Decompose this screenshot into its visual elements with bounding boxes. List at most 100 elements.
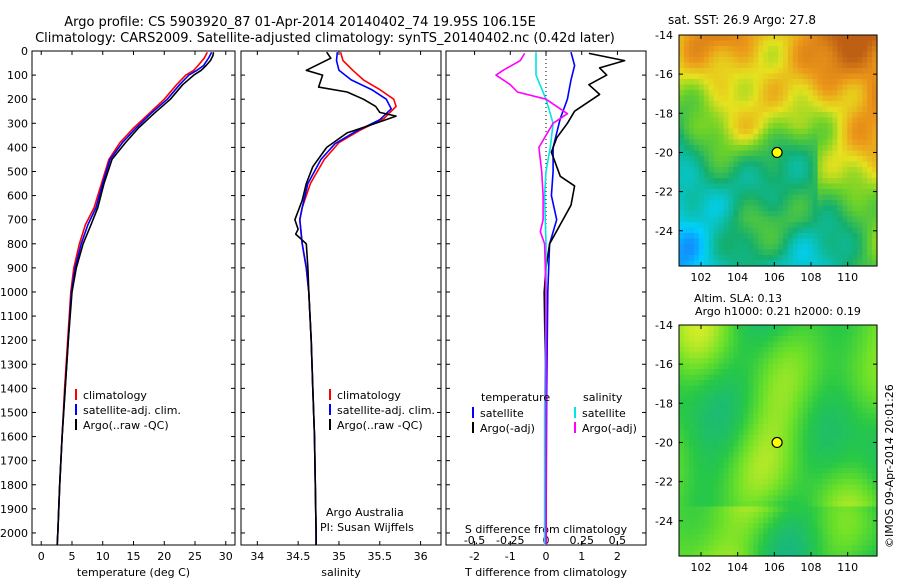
map-cell xyxy=(837,167,843,174)
map-cell xyxy=(867,369,873,376)
map-cell xyxy=(713,336,720,343)
map-cell xyxy=(748,260,754,267)
map-cell xyxy=(817,451,824,458)
map-cell xyxy=(708,330,715,337)
map-cell xyxy=(857,429,863,436)
map-cell xyxy=(763,457,769,464)
map-cell xyxy=(837,117,843,124)
map-cell xyxy=(842,79,848,86)
map-cell xyxy=(832,233,838,240)
map-cell xyxy=(679,150,685,157)
map-cell xyxy=(792,352,799,359)
map-cell xyxy=(827,363,834,370)
y-tick-label: 800 xyxy=(7,238,28,251)
map-cell xyxy=(817,457,824,464)
map-cell xyxy=(708,429,715,436)
map-cell xyxy=(872,363,878,370)
map-cell xyxy=(812,435,819,442)
map-cell xyxy=(708,385,715,392)
map-cell xyxy=(718,90,725,97)
map-cell xyxy=(837,429,843,436)
map-cell xyxy=(797,139,804,146)
map-cell xyxy=(822,374,829,381)
map-cell xyxy=(698,352,705,359)
map-cell xyxy=(787,545,794,552)
map-cell xyxy=(713,62,720,69)
map-cell xyxy=(763,451,769,458)
map-cell xyxy=(872,84,878,91)
map-cell xyxy=(847,84,853,91)
map-cell xyxy=(782,194,789,201)
map-cell xyxy=(728,528,735,535)
map-cell xyxy=(867,457,873,464)
map-cell xyxy=(847,238,853,245)
map-cell xyxy=(768,325,774,332)
map-cell xyxy=(792,128,799,135)
map-cell xyxy=(693,440,700,447)
map-cell xyxy=(812,222,819,229)
map-cell xyxy=(733,512,739,519)
map-cell xyxy=(827,446,834,453)
map-cell xyxy=(713,145,720,152)
map-cell xyxy=(822,446,829,453)
map-cell xyxy=(708,325,715,332)
map-cell xyxy=(867,101,873,108)
map-cell xyxy=(683,374,690,381)
map-cell xyxy=(787,150,794,157)
map-cell xyxy=(822,545,829,552)
map-cell xyxy=(842,40,848,47)
map-cell xyxy=(713,57,720,64)
map-cell xyxy=(787,468,794,475)
map-cell xyxy=(787,517,794,524)
legend-title-salinity: salinity xyxy=(583,391,623,404)
map-cell xyxy=(723,336,730,343)
map-cell xyxy=(713,490,720,497)
map-cell xyxy=(679,145,685,152)
map-cell xyxy=(792,396,799,403)
map-cell xyxy=(693,484,700,491)
map-cell xyxy=(748,528,754,535)
map-cell xyxy=(852,106,858,113)
map-cell xyxy=(792,440,799,447)
map-cell xyxy=(688,374,695,381)
map-cell xyxy=(723,440,730,447)
map-cell xyxy=(782,123,789,130)
map-cell xyxy=(827,407,834,414)
map-cell xyxy=(792,369,799,376)
map-cell xyxy=(688,40,695,47)
map-cell xyxy=(718,385,725,392)
map-cell xyxy=(837,128,843,135)
map-cell xyxy=(857,139,863,146)
map-cell xyxy=(723,123,730,130)
map-cell xyxy=(748,490,754,497)
map-cell xyxy=(738,363,744,370)
map-cell xyxy=(698,57,705,64)
map-cell xyxy=(792,402,799,409)
map-cell xyxy=(872,244,878,251)
map-cell xyxy=(827,194,834,201)
map-cell xyxy=(797,260,804,267)
map-cell xyxy=(817,35,824,42)
map-cell xyxy=(743,385,749,392)
map-cell xyxy=(743,473,749,480)
map-cell xyxy=(822,106,829,113)
map-cell xyxy=(693,369,700,376)
map-cell xyxy=(862,222,868,229)
map-cell xyxy=(713,457,720,464)
map-cell xyxy=(743,457,749,464)
map-cell xyxy=(797,183,804,190)
map-cell xyxy=(837,161,843,168)
map-cell xyxy=(693,84,700,91)
map-cell xyxy=(822,352,829,359)
map-cell xyxy=(728,495,735,502)
map-cell xyxy=(773,418,779,425)
map-cell xyxy=(698,374,705,381)
map-cell xyxy=(807,139,814,146)
map-cell xyxy=(872,330,878,337)
map-cell xyxy=(688,446,695,453)
map-cell xyxy=(708,205,715,212)
map-cell xyxy=(802,90,809,97)
map-cell xyxy=(817,402,824,409)
map-cell xyxy=(867,128,873,135)
map-cell xyxy=(713,479,720,486)
